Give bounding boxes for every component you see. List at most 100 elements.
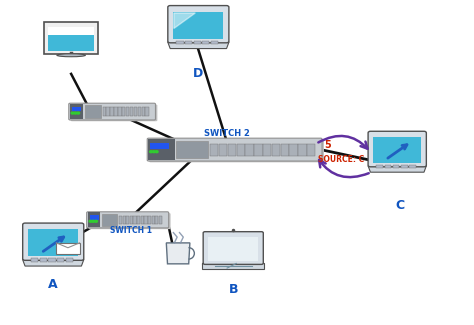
- FancyBboxPatch shape: [48, 35, 94, 51]
- Circle shape: [95, 220, 98, 222]
- FancyBboxPatch shape: [110, 107, 114, 116]
- FancyBboxPatch shape: [130, 215, 133, 224]
- FancyBboxPatch shape: [142, 107, 145, 116]
- FancyBboxPatch shape: [146, 107, 149, 116]
- Polygon shape: [174, 13, 195, 29]
- Text: SWITCH 1: SWITCH 1: [110, 226, 152, 235]
- Polygon shape: [23, 259, 84, 266]
- FancyBboxPatch shape: [102, 214, 117, 226]
- FancyBboxPatch shape: [107, 107, 110, 116]
- FancyBboxPatch shape: [40, 258, 47, 262]
- FancyBboxPatch shape: [173, 12, 223, 39]
- FancyBboxPatch shape: [65, 258, 73, 262]
- FancyBboxPatch shape: [148, 139, 175, 161]
- FancyBboxPatch shape: [118, 107, 122, 116]
- FancyBboxPatch shape: [254, 144, 263, 156]
- FancyBboxPatch shape: [237, 144, 245, 156]
- FancyBboxPatch shape: [102, 107, 106, 116]
- FancyBboxPatch shape: [134, 107, 137, 116]
- FancyBboxPatch shape: [130, 107, 133, 116]
- FancyBboxPatch shape: [123, 215, 126, 224]
- FancyBboxPatch shape: [147, 138, 322, 161]
- FancyBboxPatch shape: [137, 215, 140, 224]
- Text: SOURCE: C: SOURCE: C: [318, 155, 365, 164]
- Text: A: A: [48, 278, 58, 291]
- FancyBboxPatch shape: [148, 215, 151, 224]
- FancyBboxPatch shape: [281, 144, 289, 156]
- FancyBboxPatch shape: [87, 212, 169, 228]
- FancyBboxPatch shape: [31, 258, 38, 262]
- FancyBboxPatch shape: [114, 107, 118, 116]
- FancyBboxPatch shape: [119, 215, 122, 224]
- FancyBboxPatch shape: [208, 237, 258, 261]
- FancyBboxPatch shape: [298, 144, 307, 156]
- FancyBboxPatch shape: [89, 213, 171, 229]
- Circle shape: [74, 112, 77, 114]
- FancyBboxPatch shape: [23, 223, 84, 260]
- Text: D: D: [193, 67, 203, 80]
- Circle shape: [92, 220, 95, 222]
- Polygon shape: [368, 166, 426, 172]
- FancyBboxPatch shape: [90, 215, 99, 219]
- Text: SWITCH 2: SWITCH 2: [204, 129, 249, 138]
- FancyBboxPatch shape: [203, 232, 263, 264]
- FancyBboxPatch shape: [401, 165, 408, 168]
- FancyBboxPatch shape: [149, 139, 324, 162]
- FancyBboxPatch shape: [56, 242, 80, 254]
- FancyBboxPatch shape: [48, 258, 55, 262]
- Circle shape: [71, 112, 74, 114]
- FancyBboxPatch shape: [126, 107, 129, 116]
- Polygon shape: [166, 243, 190, 264]
- FancyBboxPatch shape: [409, 165, 416, 168]
- FancyBboxPatch shape: [272, 144, 280, 156]
- FancyBboxPatch shape: [176, 41, 183, 44]
- FancyBboxPatch shape: [72, 107, 82, 111]
- FancyBboxPatch shape: [85, 105, 100, 118]
- Polygon shape: [168, 42, 229, 48]
- FancyBboxPatch shape: [384, 165, 391, 168]
- FancyBboxPatch shape: [145, 215, 147, 224]
- FancyBboxPatch shape: [211, 41, 218, 44]
- FancyBboxPatch shape: [141, 215, 144, 224]
- FancyBboxPatch shape: [228, 144, 236, 156]
- Circle shape: [89, 220, 92, 222]
- Circle shape: [77, 112, 80, 114]
- FancyBboxPatch shape: [159, 215, 162, 224]
- FancyBboxPatch shape: [28, 229, 78, 256]
- FancyBboxPatch shape: [185, 41, 192, 44]
- Text: B: B: [228, 283, 238, 296]
- FancyBboxPatch shape: [155, 215, 158, 224]
- FancyBboxPatch shape: [219, 144, 227, 156]
- FancyBboxPatch shape: [150, 143, 169, 149]
- Ellipse shape: [202, 260, 264, 268]
- FancyBboxPatch shape: [376, 165, 383, 168]
- FancyBboxPatch shape: [392, 165, 400, 168]
- FancyBboxPatch shape: [202, 263, 264, 269]
- FancyBboxPatch shape: [126, 215, 129, 224]
- FancyBboxPatch shape: [193, 41, 201, 44]
- Circle shape: [153, 151, 155, 153]
- FancyBboxPatch shape: [134, 215, 137, 224]
- FancyBboxPatch shape: [368, 131, 426, 167]
- FancyBboxPatch shape: [57, 258, 64, 262]
- Ellipse shape: [57, 54, 85, 57]
- FancyBboxPatch shape: [202, 41, 209, 44]
- FancyBboxPatch shape: [176, 141, 208, 158]
- FancyBboxPatch shape: [71, 105, 157, 121]
- FancyBboxPatch shape: [88, 213, 100, 227]
- Circle shape: [155, 151, 158, 153]
- FancyBboxPatch shape: [263, 144, 272, 156]
- FancyArrowPatch shape: [319, 160, 369, 177]
- FancyBboxPatch shape: [44, 22, 99, 54]
- FancyArrowPatch shape: [319, 136, 367, 149]
- Circle shape: [150, 151, 153, 153]
- FancyBboxPatch shape: [70, 104, 83, 119]
- FancyBboxPatch shape: [48, 27, 94, 51]
- FancyBboxPatch shape: [290, 144, 298, 156]
- FancyBboxPatch shape: [374, 137, 421, 163]
- Text: 5: 5: [324, 140, 331, 150]
- Text: C: C: [395, 199, 404, 212]
- FancyBboxPatch shape: [246, 144, 254, 156]
- FancyBboxPatch shape: [122, 107, 126, 116]
- FancyBboxPatch shape: [137, 107, 141, 116]
